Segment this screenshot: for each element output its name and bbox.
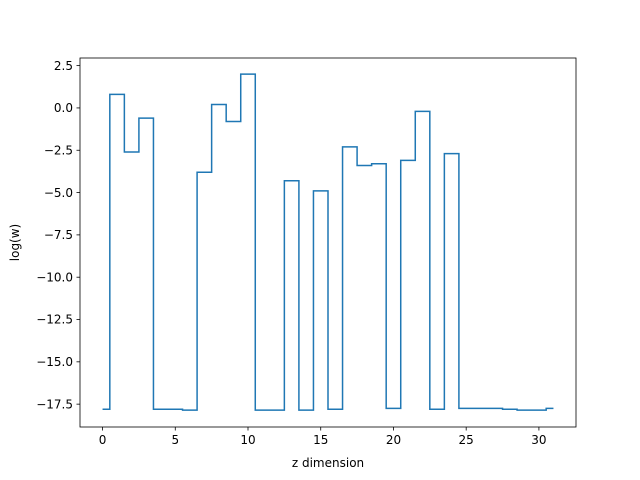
y-tick-label: −12.5: [36, 313, 73, 327]
y-tick-label: −15.0: [36, 355, 73, 369]
x-tick-label: 15: [313, 433, 328, 447]
y-tick-label: 2.5: [54, 59, 73, 73]
x-tick-label: 5: [171, 433, 179, 447]
y-tick-label: 0.0: [54, 101, 73, 115]
x-tick-label: 0: [99, 433, 107, 447]
y-axis: 2.5 0.0 −2.5 −5.0 −7.5 −10.0 −12.5 −15.0 −17.5: [36, 59, 80, 411]
x-tick-label: 20: [386, 433, 401, 447]
x-axis-label: z dimension: [292, 456, 364, 470]
y-tick-label: −2.5: [44, 143, 73, 157]
y-tick-label: −10.0: [36, 270, 73, 284]
x-tick-label: 30: [531, 433, 546, 447]
x-tick-label: 10: [240, 433, 255, 447]
y-axis-label: log(w): [8, 224, 22, 261]
series-line-0: [102, 73, 554, 411]
y-tick-label: −5.0: [44, 186, 73, 200]
x-tick-label: 25: [459, 433, 474, 447]
y-tick-label: −7.5: [44, 228, 73, 242]
plot-area: [102, 73, 554, 411]
x-axis: 0 5 10 15 20 25 30: [99, 427, 547, 447]
y-tick-label: −17.5: [36, 397, 73, 411]
axes-frame: [79, 57, 577, 428]
